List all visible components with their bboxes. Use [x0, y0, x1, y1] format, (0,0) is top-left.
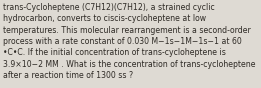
- Text: trans-Cycloheptene (C7H12)(C7H12), a strained cyclic
hydrocarbon, converts to ci: trans-Cycloheptene (C7H12)(C7H12), a str…: [3, 3, 256, 80]
